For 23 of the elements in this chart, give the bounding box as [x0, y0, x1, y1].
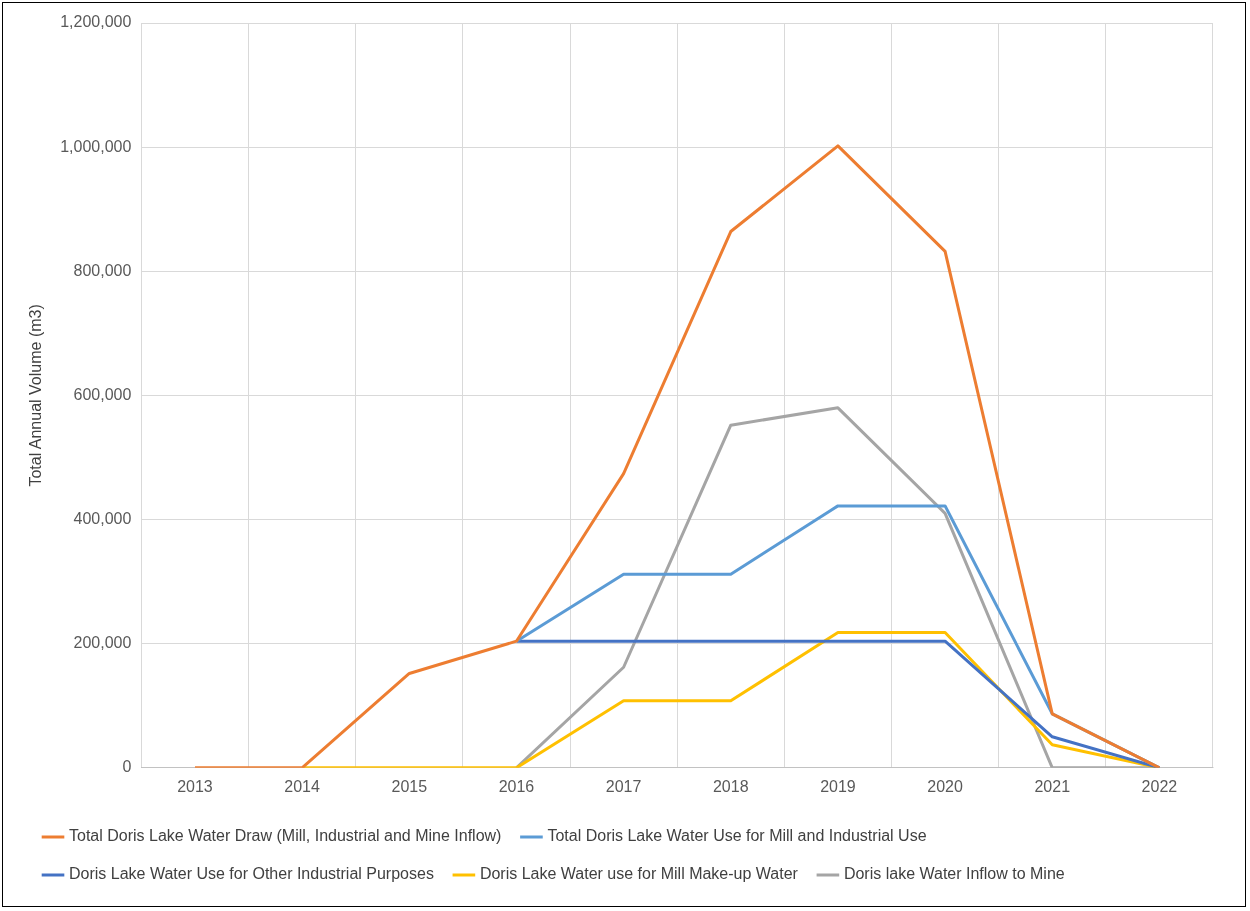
x-tick-label: 2018 — [712, 777, 749, 795]
x-tick-label: 2014 — [284, 777, 321, 795]
legend-label: Doris lake Water Inflow to Mine — [843, 865, 1065, 883]
x-tick-label: 2013 — [177, 777, 213, 795]
y-tick-label: 200,000 — [73, 634, 132, 652]
y-axis-title: Total Annual Volume (m3) — [27, 304, 45, 487]
y-tick-label: 1,200,000 — [60, 13, 132, 31]
legend-label: Doris Lake Water Use for Other Industrial Purposes — [69, 865, 434, 883]
x-tick-label: 2016 — [498, 777, 535, 795]
x-tick-label: 2022 — [1141, 777, 1178, 795]
y-tick-label: 400,000 — [73, 509, 132, 527]
legend-label: Total Doris Lake Water Draw (Mill, Industrial and Mine Inflow) — [69, 827, 502, 845]
x-tick-label: 2019 — [820, 777, 856, 795]
y-tick-label: 1,000,000 — [60, 137, 132, 155]
y-tick-label: 0 — [122, 758, 132, 776]
x-tick-label: 2017 — [605, 777, 642, 795]
y-tick-label: 800,000 — [73, 261, 132, 279]
x-tick-label: 2020 — [927, 777, 963, 795]
legend-label: Doris Lake Water use for Mill Make-up Water — [479, 865, 799, 883]
y-tick-label: 600,000 — [73, 385, 132, 403]
x-tick-label: 2015 — [391, 777, 428, 795]
legend-label: Total Doris Lake Water Use for Mill and Industrial Use — [547, 827, 927, 845]
x-tick-label: 2021 — [1034, 777, 1071, 795]
